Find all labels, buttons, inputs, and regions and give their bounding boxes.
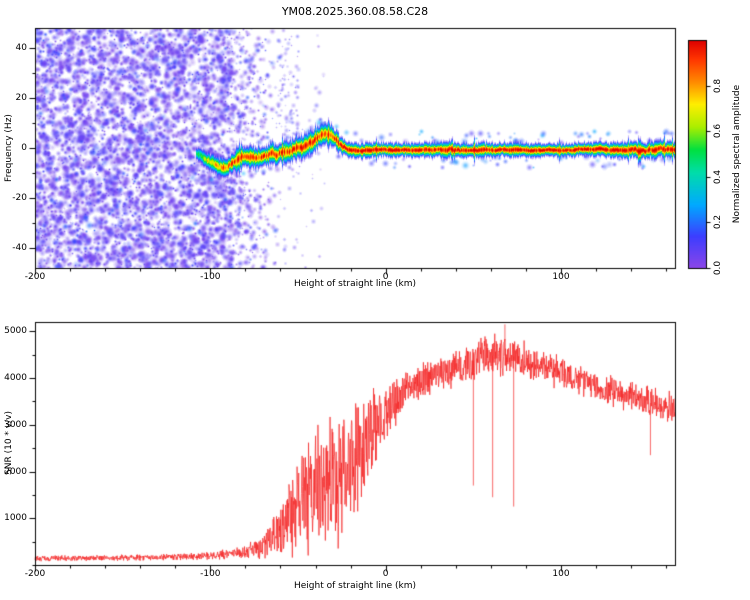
colorbar-label: Normalized spectral amplitude (732, 84, 742, 224)
top-y-tick-label: 20 (15, 93, 27, 103)
bottom-y-tick-label: 3000 (4, 419, 27, 430)
colorbar-tick-label: 0.6 (713, 124, 723, 139)
top-y-tick-label: -40 (12, 243, 27, 253)
top-x-tick-label: -200 (24, 272, 46, 282)
top-y-tick-label: 40 (15, 43, 27, 53)
bottom-x-axis-label: Height of straight line (km) (294, 581, 416, 591)
colorbar-tick-label: 0.4 (713, 169, 723, 184)
bottom-y-tick-label: 5000 (4, 326, 27, 337)
colorbar-tick-label: 0.8 (713, 78, 723, 93)
bottom-y-tick-label: 1000 (4, 513, 27, 524)
top-x-tick-label: 0 (382, 272, 389, 282)
colorbar-tick-label: 0.2 (713, 215, 723, 230)
top-x-tick-label: 100 (552, 272, 570, 282)
bottom-y-tick-label: 4000 (4, 373, 27, 384)
snr-panel-canvas (0, 300, 750, 600)
bottom-x-tick-label: -100 (200, 569, 221, 579)
top-x-tick-label: -100 (200, 272, 221, 282)
chart-title: YM08.2025.360.08.58.C28 (281, 5, 429, 18)
bottom-x-tick-label: 0 (382, 569, 389, 579)
top-y-axis-label: Frequency (Hz) (4, 114, 14, 182)
colorbar-tick-label: 0.0 (713, 260, 723, 276)
spectrogram-panel-canvas (0, 0, 750, 300)
bottom-x-tick-label: -200 (24, 569, 46, 579)
bottom-y-tick-label: 2000 (4, 466, 27, 477)
top-y-tick-label: 0 (21, 143, 27, 153)
top-x-axis-label: Height of straight line (km) (294, 279, 416, 289)
top-y-tick-label: -20 (12, 193, 27, 203)
bottom-x-tick-label: 100 (552, 569, 570, 579)
